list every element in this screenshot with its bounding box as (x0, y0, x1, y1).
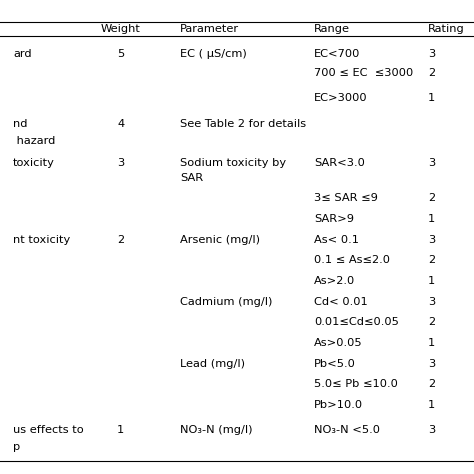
Text: hazard: hazard (13, 136, 55, 146)
Text: Cadmium (mg/l): Cadmium (mg/l) (180, 297, 273, 307)
Text: EC ( μS/cm): EC ( μS/cm) (180, 49, 246, 59)
Text: 3: 3 (428, 49, 435, 59)
Text: 3: 3 (428, 358, 435, 369)
Text: 2: 2 (117, 235, 124, 245)
Text: 5.0≤ Pb ≤10.0: 5.0≤ Pb ≤10.0 (314, 379, 398, 389)
Text: us effects to: us effects to (13, 425, 84, 435)
Text: Range: Range (314, 24, 350, 34)
Text: Lead (mg/l): Lead (mg/l) (180, 358, 245, 369)
Text: 3: 3 (428, 235, 435, 245)
Text: NO₃-N (mg/l): NO₃-N (mg/l) (180, 425, 253, 435)
Text: 0.1 ≤ As≤2.0: 0.1 ≤ As≤2.0 (314, 255, 390, 265)
Text: 3≤ SAR ≤9: 3≤ SAR ≤9 (314, 193, 378, 203)
Text: Rating: Rating (428, 24, 465, 34)
Text: NO₃-N <5.0: NO₃-N <5.0 (314, 425, 380, 435)
Text: Cd< 0.01: Cd< 0.01 (314, 297, 367, 307)
Text: 0.01≤Cd≤0.05: 0.01≤Cd≤0.05 (314, 317, 399, 327)
Text: 1: 1 (428, 275, 435, 286)
Text: ard: ard (13, 49, 32, 59)
Text: Parameter: Parameter (180, 24, 239, 34)
Text: Arsenic (mg/l): Arsenic (mg/l) (180, 235, 260, 245)
Text: 2: 2 (428, 68, 435, 78)
Text: 3: 3 (428, 425, 435, 435)
Text: toxicity: toxicity (13, 158, 55, 168)
Text: As>0.05: As>0.05 (314, 337, 363, 347)
Text: nd: nd (13, 119, 27, 129)
Text: 1: 1 (428, 93, 435, 103)
Text: 1: 1 (117, 425, 124, 435)
Text: 5: 5 (117, 49, 124, 59)
Text: 700 ≤ EC  ≤3000: 700 ≤ EC ≤3000 (314, 68, 413, 78)
Text: SAR: SAR (180, 173, 203, 183)
Text: EC<700: EC<700 (314, 49, 360, 59)
Text: 4: 4 (117, 119, 124, 129)
Text: 2: 2 (428, 317, 435, 327)
Text: 2: 2 (428, 379, 435, 389)
Text: 2: 2 (428, 193, 435, 203)
Text: As< 0.1: As< 0.1 (314, 235, 359, 245)
Text: nt toxicity: nt toxicity (13, 235, 71, 245)
Text: 1: 1 (428, 214, 435, 224)
Text: As>2.0: As>2.0 (314, 275, 355, 286)
Text: Pb<5.0: Pb<5.0 (314, 358, 356, 369)
Text: SAR<3.0: SAR<3.0 (314, 158, 365, 168)
Text: Pb>10.0: Pb>10.0 (314, 400, 363, 410)
Text: 3: 3 (428, 158, 435, 168)
Text: Weight: Weight (101, 24, 141, 34)
Text: 1: 1 (428, 337, 435, 347)
Text: 3: 3 (428, 297, 435, 307)
Text: 3: 3 (117, 158, 124, 168)
Text: 1: 1 (428, 400, 435, 410)
Text: Sodium toxicity by: Sodium toxicity by (180, 158, 286, 168)
Text: See Table 2 for details: See Table 2 for details (180, 119, 306, 129)
Text: SAR>9: SAR>9 (314, 214, 354, 224)
Text: 2: 2 (428, 255, 435, 265)
Text: p: p (13, 442, 20, 452)
Text: EC>3000: EC>3000 (314, 93, 367, 103)
